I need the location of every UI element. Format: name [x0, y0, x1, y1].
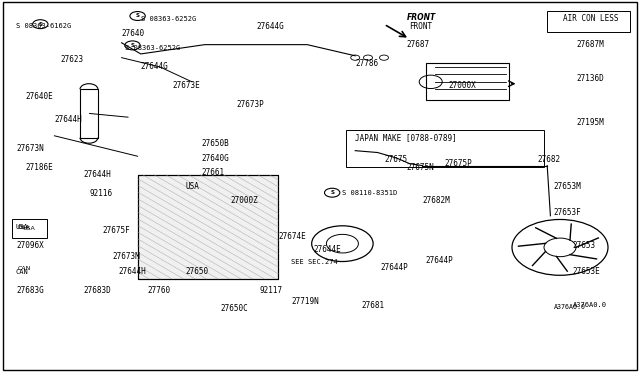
- Text: 27186E: 27186E: [26, 163, 53, 172]
- Text: 27644H: 27644H: [118, 267, 146, 276]
- Bar: [426, 63, 509, 100]
- Text: 27675F: 27675F: [102, 226, 130, 235]
- Text: 27653E: 27653E: [573, 267, 600, 276]
- Text: 27640G: 27640G: [202, 154, 229, 163]
- Text: 27650C: 27650C: [221, 304, 248, 313]
- Text: 27640: 27640: [122, 29, 145, 38]
- Text: SEE SEC.274: SEE SEC.274: [291, 259, 338, 265]
- Text: S 08110-8351D: S 08110-8351D: [342, 190, 397, 196]
- Bar: [80, 89, 98, 138]
- Text: 27675P: 27675P: [445, 159, 472, 168]
- Text: USA: USA: [18, 225, 31, 230]
- Text: 27650B: 27650B: [202, 139, 229, 148]
- Bar: [138, 175, 278, 279]
- Text: 27673P: 27673P: [237, 100, 264, 109]
- Text: 27644H: 27644H: [83, 170, 111, 179]
- Text: 92117: 92117: [259, 286, 282, 295]
- Text: 27687: 27687: [406, 40, 429, 49]
- Text: 27673E: 27673E: [173, 81, 200, 90]
- Text: 27674E: 27674E: [278, 232, 306, 241]
- Text: 27681: 27681: [362, 301, 385, 310]
- Text: 27650: 27650: [186, 267, 209, 276]
- Text: CAN: CAN: [16, 269, 29, 275]
- Text: 27653F: 27653F: [554, 208, 581, 217]
- Text: 27760: 27760: [147, 286, 170, 295]
- Text: USA: USA: [186, 182, 200, 190]
- Text: USA: USA: [23, 226, 35, 231]
- Text: 27675: 27675: [384, 155, 407, 164]
- Text: A376A0.0: A376A0.0: [573, 302, 607, 308]
- Text: JAPAN MAKE [0788-0789]: JAPAN MAKE [0788-0789]: [355, 133, 457, 142]
- Text: 27136D: 27136D: [576, 74, 604, 83]
- Bar: [12, 219, 47, 238]
- Text: 27096X: 27096X: [16, 241, 44, 250]
- Text: 27719N: 27719N: [291, 297, 319, 306]
- Text: FRONT: FRONT: [406, 13, 436, 22]
- Text: 27640E: 27640E: [26, 92, 53, 101]
- Text: 27644G: 27644G: [141, 62, 168, 71]
- Text: 27675N: 27675N: [406, 163, 434, 172]
- Text: S: S: [38, 22, 42, 27]
- Text: S: S: [330, 190, 334, 195]
- Text: S: S: [136, 13, 140, 19]
- Text: 27644G: 27644G: [256, 22, 284, 31]
- Text: 27682: 27682: [538, 155, 561, 164]
- Text: S 08363-6252G: S 08363-6252G: [141, 16, 196, 22]
- Text: CAN: CAN: [18, 266, 31, 271]
- Text: 27644P: 27644P: [381, 263, 408, 272]
- Text: FRONT: FRONT: [410, 22, 433, 31]
- Text: 27644H: 27644H: [54, 115, 82, 124]
- Bar: [346, 130, 544, 167]
- Text: S 08363-6162G: S 08363-6162G: [16, 23, 71, 29]
- Text: 27644P: 27644P: [426, 256, 453, 265]
- Text: 27673M: 27673M: [112, 252, 140, 261]
- Text: 27653: 27653: [573, 241, 596, 250]
- Bar: [138, 175, 278, 279]
- Text: 27653M: 27653M: [554, 182, 581, 190]
- Text: 27673N: 27673N: [16, 144, 44, 153]
- Text: 92116: 92116: [90, 189, 113, 198]
- Text: 27644E: 27644E: [314, 245, 341, 254]
- Text: 27195M: 27195M: [576, 118, 604, 127]
- Text: A376A0.0: A376A0.0: [554, 304, 586, 310]
- Text: USA: USA: [16, 224, 29, 230]
- Text: S: S: [131, 43, 134, 48]
- Text: 27623: 27623: [61, 55, 84, 64]
- Text: S 08363-6252G: S 08363-6252G: [125, 45, 180, 51]
- Text: 27683G: 27683G: [16, 286, 44, 295]
- Text: 27682M: 27682M: [422, 196, 450, 205]
- Text: AIR CON LESS: AIR CON LESS: [563, 14, 619, 23]
- Bar: [547, 11, 630, 32]
- Text: 27683D: 27683D: [83, 286, 111, 295]
- Text: 27661: 27661: [202, 169, 225, 177]
- Text: 27786: 27786: [355, 59, 378, 68]
- Text: 27000X: 27000X: [448, 81, 476, 90]
- Text: 27000Z: 27000Z: [230, 196, 258, 205]
- Text: 27687M: 27687M: [576, 40, 604, 49]
